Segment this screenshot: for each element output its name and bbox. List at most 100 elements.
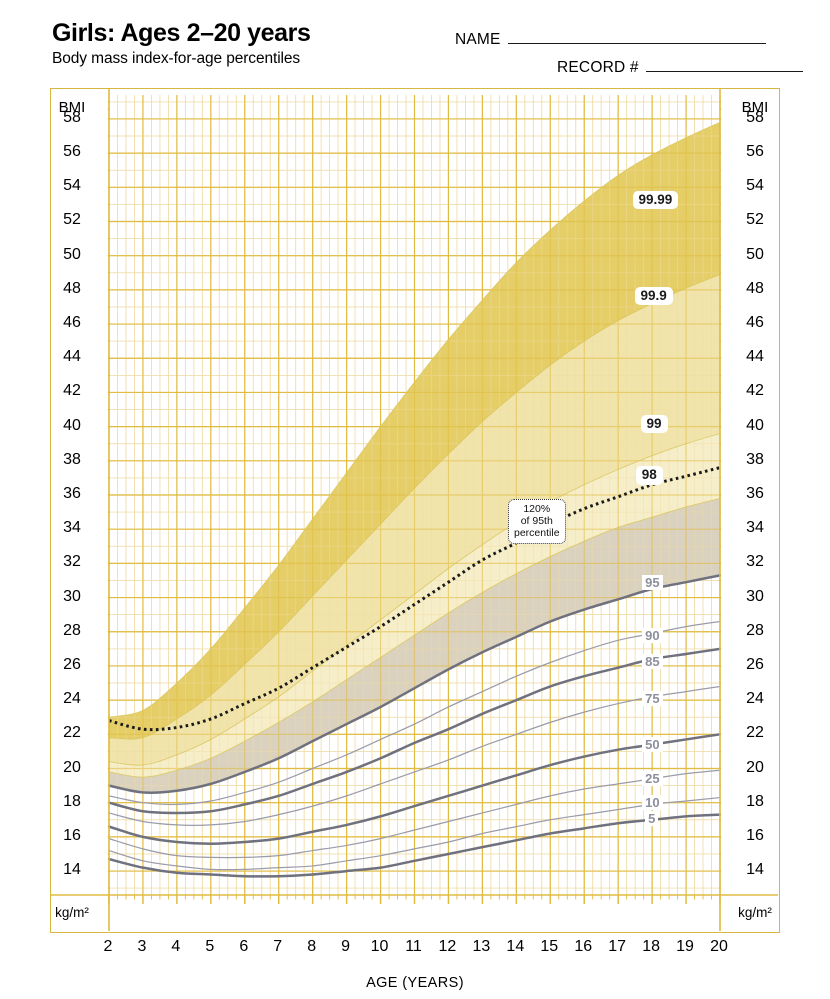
page-title: Girls: Ages 2–20 years bbox=[52, 19, 311, 47]
x-axis-tick-label: 5 bbox=[205, 938, 215, 955]
y-axis-tick-label-left: 38 bbox=[63, 450, 81, 468]
x-axis-tick-label: 19 bbox=[676, 938, 694, 955]
annotation-line-3: percentile bbox=[514, 527, 560, 540]
y-axis-tick-label-right: 24 bbox=[746, 690, 764, 708]
y-axis-tick-label-left: 14 bbox=[63, 861, 81, 879]
annotation-line-1: 120% bbox=[523, 502, 551, 515]
x-axis-tick-label: 11 bbox=[405, 938, 422, 955]
x-axis-tick-label: 15 bbox=[540, 938, 559, 955]
y-axis-tick-label-left: 36 bbox=[63, 485, 81, 502]
y-axis-tick-label-right: 28 bbox=[746, 621, 764, 639]
y-axis-tick-label-left: 30 bbox=[63, 587, 81, 605]
y-axis-tick-label-right: 52 bbox=[746, 211, 764, 229]
x-axis-tick-label: 18 bbox=[642, 938, 660, 955]
y-axis-tick-label-right: 22 bbox=[746, 724, 764, 742]
percentile-callout-5: 5 bbox=[645, 810, 659, 826]
y-axis-tick-label-right: 50 bbox=[746, 245, 764, 263]
page-subtitle: Body mass index-for-age percentiles bbox=[52, 50, 301, 68]
y-axis-tick-label-left: 16 bbox=[63, 826, 81, 844]
y-axis-tick-label-left: 54 bbox=[63, 177, 81, 195]
x-axis-tick-label: 3 bbox=[137, 938, 147, 955]
x-axis-tick-label: 20 bbox=[710, 938, 728, 955]
percentile-callout-25: 25 bbox=[642, 771, 663, 787]
y-axis-tick-label-right: 26 bbox=[746, 655, 764, 673]
y-axis-tick-label-left: 32 bbox=[63, 553, 81, 571]
y-axis-tick-label-left: 28 bbox=[63, 621, 81, 639]
chart-plot-frame bbox=[50, 88, 780, 933]
x-axis-tick-label: 8 bbox=[307, 938, 317, 955]
y-axis-tick-label-left: 46 bbox=[63, 314, 81, 332]
y-axis-tick-label-left: 22 bbox=[63, 724, 81, 742]
y-axis-tick-label-right: 38 bbox=[746, 450, 764, 468]
y-axis-unit-label-left: kg/m² bbox=[55, 905, 89, 920]
y-axis-tick-label-right: 34 bbox=[746, 519, 764, 537]
bmi-caption-left: BMI bbox=[58, 99, 86, 116]
y-axis-tick-label-left: 50 bbox=[63, 245, 81, 263]
name-input-rule[interactable] bbox=[507, 43, 766, 44]
x-axis-tick-label: 4 bbox=[171, 938, 181, 955]
record-input-rule[interactable] bbox=[645, 71, 803, 72]
percentile-callout-99: 99 bbox=[640, 414, 668, 434]
record-field-row: RECORD # bbox=[557, 59, 803, 77]
y-axis-tick-label-left: 40 bbox=[63, 416, 81, 434]
y-axis-tick-label-right: 18 bbox=[746, 792, 764, 810]
x-axis-tick-label: 14 bbox=[506, 938, 525, 955]
y-axis-tick-label-right: 32 bbox=[746, 553, 764, 571]
y-axis-tick-label-left: 18 bbox=[63, 792, 81, 810]
bmi-caption-right: BMI bbox=[741, 99, 769, 116]
y-axis-tick-label-right: 42 bbox=[746, 382, 764, 400]
y-axis-tick-label-right: 54 bbox=[746, 177, 764, 195]
axis-gutter-masks bbox=[51, 89, 778, 931]
y-axis-tick-label-right: 20 bbox=[746, 758, 764, 776]
y-axis-tick-label-right: 56 bbox=[746, 143, 764, 161]
x-axis-tick-label: 9 bbox=[341, 938, 351, 955]
y-axis-tick-label-right: 16 bbox=[746, 826, 764, 844]
y-axis-unit-label-right: kg/m² bbox=[738, 905, 772, 920]
percentile-callout-9999: 99.99 bbox=[632, 190, 679, 210]
name-label: NAME bbox=[455, 31, 501, 48]
chart-header: Girls: Ages 2–20 years Body mass index-f… bbox=[0, 0, 830, 88]
y-axis-tick-label-right: 58 bbox=[746, 108, 764, 126]
y-axis-tick-label-left: 20 bbox=[63, 758, 81, 776]
y-axis-tick-label-left: 26 bbox=[63, 655, 81, 673]
grid-major-overlay bbox=[108, 95, 721, 895]
x-axis-title: AGE (YEARS) bbox=[366, 975, 464, 991]
percentile-callout-98: 98 bbox=[635, 466, 663, 485]
percentile-callout-10: 10 bbox=[642, 795, 663, 811]
x-axis-tick-label: 2 bbox=[103, 938, 113, 955]
y-axis-tick-label-right: 14 bbox=[746, 861, 764, 879]
y-axis-tick-label-right: 46 bbox=[746, 314, 764, 332]
y-axis-tick-label-left: 34 bbox=[63, 519, 81, 537]
y-axis-tick-label-right: 40 bbox=[746, 416, 764, 434]
x-axis-tick-label: 6 bbox=[239, 938, 249, 955]
y-axis-tick-label-left: 58 bbox=[63, 108, 81, 126]
percentile-callout-90: 90 bbox=[642, 627, 663, 643]
y-axis-tick-label-left: 56 bbox=[63, 143, 81, 161]
annotation-line-2: of 95th bbox=[520, 514, 553, 527]
percentile-callout-75: 75 bbox=[642, 691, 663, 707]
y-axis-tick-label-left: 48 bbox=[63, 279, 81, 297]
name-field-row: NAME bbox=[455, 31, 766, 49]
x-axis-tick-label: 17 bbox=[608, 938, 627, 955]
annotation-120-percent-of-95th: 120% of 95th percentile bbox=[508, 498, 566, 545]
x-axis-tick-label: 13 bbox=[472, 938, 491, 955]
y-axis-tick-label-left: 44 bbox=[63, 348, 81, 366]
y-axis-tick-label-right: 30 bbox=[746, 587, 764, 605]
x-axis-tick-label: 12 bbox=[438, 938, 457, 955]
x-axis-tick-label: 7 bbox=[273, 938, 283, 955]
percentile-callout-50: 50 bbox=[642, 737, 663, 753]
title-block: Girls: Ages 2–20 years Body mass index-f… bbox=[52, 20, 311, 68]
percentile-callout-85: 85 bbox=[642, 653, 663, 669]
x-axis-tick-label: 10 bbox=[370, 938, 389, 955]
percentile-callout-999: 99.9 bbox=[634, 286, 673, 306]
y-axis-tick-label-right: 44 bbox=[746, 348, 764, 366]
percentile-curves bbox=[107, 121, 722, 878]
y-axis-tick-label-left: 42 bbox=[63, 382, 81, 400]
bmi-percentile-chart bbox=[51, 89, 778, 931]
record-label: RECORD # bbox=[557, 59, 639, 76]
y-axis-tick-label-right: 48 bbox=[746, 279, 764, 297]
y-axis-tick-label-left: 24 bbox=[63, 690, 81, 708]
y-axis-tick-label-right: 36 bbox=[746, 485, 764, 502]
percentile-callout-95: 95 bbox=[642, 574, 663, 590]
